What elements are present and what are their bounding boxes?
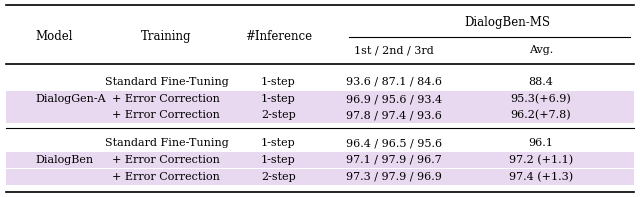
Text: 97.3 / 97.9 / 96.9: 97.3 / 97.9 / 96.9 bbox=[346, 172, 442, 182]
Text: 96.1: 96.1 bbox=[529, 138, 553, 148]
Text: 1st / 2nd / 3rd: 1st / 2nd / 3rd bbox=[354, 45, 433, 55]
Text: 2-step: 2-step bbox=[261, 172, 296, 182]
Bar bbox=[6, 169, 634, 185]
Text: + Error Correction: + Error Correction bbox=[113, 110, 220, 120]
Text: 97.8 / 97.4 / 93.6: 97.8 / 97.4 / 93.6 bbox=[346, 110, 442, 120]
Text: 1-step: 1-step bbox=[261, 138, 296, 148]
Text: 97.2 (+1.1): 97.2 (+1.1) bbox=[509, 155, 573, 165]
Text: DialogBen-MS: DialogBen-MS bbox=[464, 16, 550, 29]
Text: 2-step: 2-step bbox=[261, 110, 296, 120]
Text: 88.4: 88.4 bbox=[529, 77, 553, 87]
Text: Standard Fine-Tuning: Standard Fine-Tuning bbox=[104, 138, 228, 148]
Text: Standard Fine-Tuning: Standard Fine-Tuning bbox=[104, 77, 228, 87]
Text: 96.2(+7.8): 96.2(+7.8) bbox=[511, 110, 571, 120]
Text: + Error Correction: + Error Correction bbox=[113, 155, 220, 165]
Text: Training: Training bbox=[141, 30, 191, 43]
Text: + Error Correction: + Error Correction bbox=[113, 172, 220, 182]
Text: 1-step: 1-step bbox=[261, 77, 296, 87]
Bar bbox=[6, 152, 634, 168]
Text: + Error Correction: + Error Correction bbox=[113, 94, 220, 104]
Bar bbox=[6, 91, 634, 107]
Text: #Inference: #Inference bbox=[245, 30, 312, 43]
Bar bbox=[6, 107, 634, 123]
Text: Model: Model bbox=[35, 30, 73, 43]
Text: DialogBen: DialogBen bbox=[35, 155, 93, 165]
Text: 1-step: 1-step bbox=[261, 155, 296, 165]
Text: 96.4 / 96.5 / 95.6: 96.4 / 96.5 / 95.6 bbox=[346, 138, 442, 148]
Text: DialogGen-A: DialogGen-A bbox=[35, 94, 106, 103]
Text: 1-step: 1-step bbox=[261, 94, 296, 104]
Text: 93.6 / 87.1 / 84.6: 93.6 / 87.1 / 84.6 bbox=[346, 77, 442, 87]
Text: 97.4 (+1.3): 97.4 (+1.3) bbox=[509, 172, 573, 182]
Text: 95.3(+6.9): 95.3(+6.9) bbox=[511, 94, 571, 104]
Text: 97.1 / 97.9 / 96.7: 97.1 / 97.9 / 96.7 bbox=[346, 155, 442, 165]
Text: 96.9 / 95.6 / 93.4: 96.9 / 95.6 / 93.4 bbox=[346, 94, 442, 104]
Text: Avg.: Avg. bbox=[529, 45, 553, 55]
